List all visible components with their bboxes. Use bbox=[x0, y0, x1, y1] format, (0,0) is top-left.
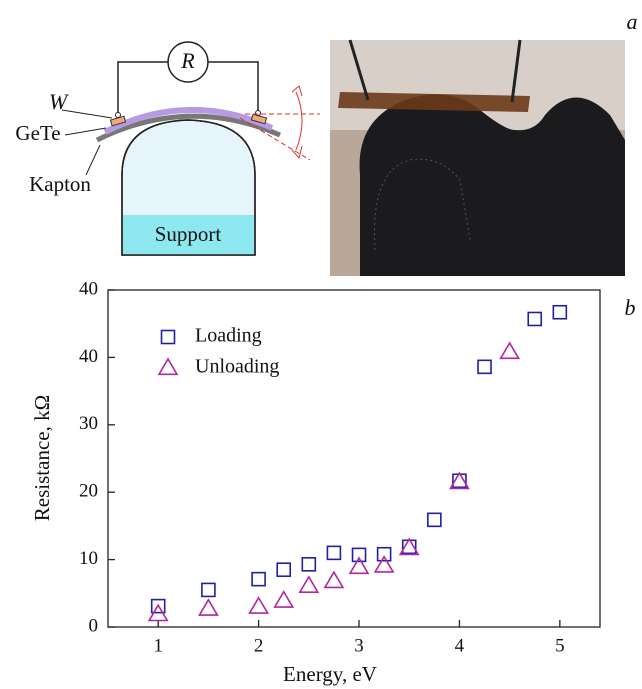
support-base bbox=[123, 215, 254, 255]
x-axis-label: Energy, eV bbox=[283, 662, 377, 686]
y-tick-label: 40 bbox=[79, 346, 98, 367]
square-marker bbox=[427, 512, 442, 528]
resistor-symbol bbox=[167, 41, 209, 83]
x-tick-label: 4 bbox=[455, 635, 465, 656]
x-tick-label: 1 bbox=[153, 635, 163, 656]
label: GeTe bbox=[15, 121, 60, 145]
triangle-marker bbox=[398, 537, 420, 556]
kapton-strip bbox=[95, 113, 281, 143]
wire bbox=[117, 61, 259, 117]
triangle-marker bbox=[449, 471, 470, 490]
y-tick-label: 0 bbox=[89, 615, 99, 636]
photo-holder bbox=[359, 94, 625, 276]
x-tick-label: 2 bbox=[254, 635, 264, 656]
square-marker bbox=[326, 545, 342, 561]
contact bbox=[115, 112, 121, 118]
label: Support bbox=[155, 222, 222, 246]
angle-arc bbox=[295, 91, 303, 151]
triangle-marker bbox=[273, 590, 295, 608]
legend-label: Loading bbox=[195, 325, 262, 347]
photo bbox=[330, 39, 625, 276]
legend-label: Unloading bbox=[195, 356, 279, 378]
square-marker bbox=[552, 304, 568, 320]
triangle-marker bbox=[348, 556, 370, 575]
triangle-marker bbox=[147, 603, 169, 622]
label: R bbox=[180, 48, 195, 73]
diagram: R W GeTe Kapton Support bbox=[15, 41, 320, 256]
triangle-marker bbox=[323, 570, 345, 589]
plot-frame bbox=[107, 289, 601, 628]
square-marker bbox=[150, 598, 166, 614]
panel-label: b bbox=[625, 295, 636, 320]
photo-strip bbox=[338, 92, 530, 112]
y-tick-label: 20 bbox=[79, 481, 98, 502]
triangle-marker bbox=[248, 596, 270, 614]
support-outline bbox=[121, 119, 256, 256]
x-tick-label: 5 bbox=[555, 635, 565, 656]
photo-probe bbox=[348, 39, 522, 103]
square-marker bbox=[376, 546, 392, 562]
square-marker bbox=[527, 311, 543, 327]
y-tick-label: 40 bbox=[79, 278, 98, 299]
plot: 1 2 3 4 5 0 10 20 30 40 40 Loading Unloading bbox=[79, 278, 568, 656]
triangle-marker bbox=[198, 598, 219, 616]
legend-marker bbox=[160, 329, 176, 345]
square-marker bbox=[477, 359, 492, 375]
x-tick-label: 3 bbox=[354, 635, 364, 656]
triangle-marker bbox=[298, 575, 320, 593]
photo-texture bbox=[373, 158, 471, 251]
square-marker bbox=[301, 557, 317, 572]
square-marker bbox=[251, 571, 266, 587]
panel-label: a bbox=[627, 9, 638, 34]
square-marker bbox=[276, 562, 292, 578]
label: W bbox=[49, 89, 69, 114]
y-axis-label: Resistance, kΩ bbox=[30, 395, 54, 521]
triangle-marker bbox=[373, 555, 395, 573]
square-marker bbox=[201, 582, 216, 598]
contact bbox=[255, 110, 261, 116]
triangle-marker bbox=[499, 341, 521, 360]
electrode bbox=[250, 113, 268, 125]
angle-arrow bbox=[291, 85, 303, 160]
y-tick-label: 30 bbox=[79, 413, 98, 434]
square-marker bbox=[351, 547, 367, 563]
legend-marker bbox=[157, 357, 179, 376]
electrode bbox=[109, 115, 127, 127]
leader-line bbox=[61, 109, 113, 176]
y-tick-label: 10 bbox=[79, 548, 98, 569]
label: Kapton bbox=[29, 172, 91, 196]
angle-line bbox=[239, 113, 320, 161]
